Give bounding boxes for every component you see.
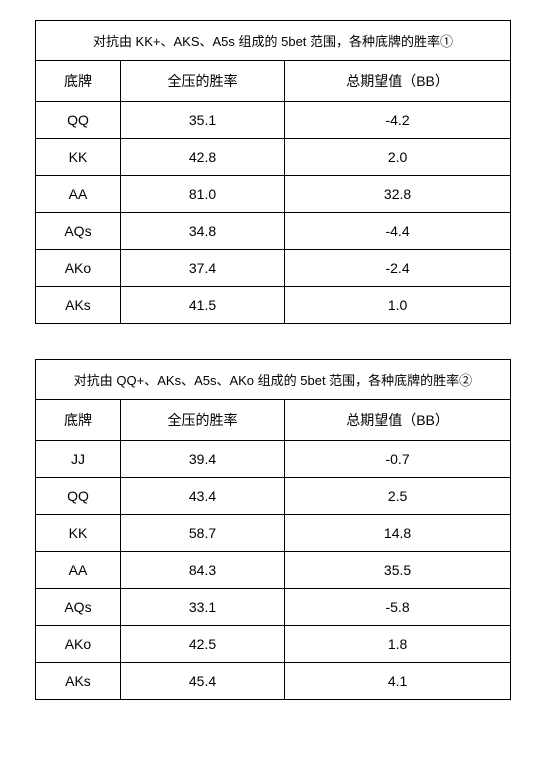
table-1-cell: 37.4 — [120, 250, 284, 287]
table-2-cell: JJ — [36, 441, 121, 478]
table-1-cell: 42.8 — [120, 139, 284, 176]
table-2-cell: KK — [36, 515, 121, 552]
table-2-cell: 14.8 — [285, 515, 511, 552]
table-1-cell: 32.8 — [285, 176, 511, 213]
table-2-cell: AA — [36, 552, 121, 589]
table-2-cell: -0.7 — [285, 441, 511, 478]
table-1-cell: 34.8 — [120, 213, 284, 250]
table-1-cell: AA — [36, 176, 121, 213]
table-row: KK 42.8 2.0 — [36, 139, 511, 176]
table-2-cell: 39.4 — [120, 441, 284, 478]
table-2-cell: -5.8 — [285, 589, 511, 626]
table-row: AQs 34.8 -4.4 — [36, 213, 511, 250]
table-2-cell: 58.7 — [120, 515, 284, 552]
table-1-header-col-1: 全压的胜率 — [120, 61, 284, 102]
table-1-cell: KK — [36, 139, 121, 176]
table-1-cell: AKs — [36, 287, 121, 324]
table-1-cell: AQs — [36, 213, 121, 250]
table-row: AA 81.0 32.8 — [36, 176, 511, 213]
table-2: 对抗由 QQ+、AKs、A5s、AKo 组成的 5bet 范围，各种底牌的胜率②… — [35, 359, 511, 700]
table-1-caption: 对抗由 KK+、AKS、A5s 组成的 5bet 范围，各种底牌的胜率① — [36, 21, 511, 61]
table-2-header-col-2: 总期望值（BB） — [285, 400, 511, 441]
table-1-caption-row: 对抗由 KK+、AKS、A5s 组成的 5bet 范围，各种底牌的胜率① — [36, 21, 511, 61]
table-1-header-row: 底牌 全压的胜率 总期望值（BB） — [36, 61, 511, 102]
table-1-cell: AKo — [36, 250, 121, 287]
table-2-cell: 84.3 — [120, 552, 284, 589]
table-1-cell: -4.4 — [285, 213, 511, 250]
table-2-cell: 4.1 — [285, 663, 511, 700]
table-row: QQ 43.4 2.5 — [36, 478, 511, 515]
table-2-header-col-1: 全压的胜率 — [120, 400, 284, 441]
table-1-header-col-0: 底牌 — [36, 61, 121, 102]
table-2-cell: 45.4 — [120, 663, 284, 700]
table-row: QQ 35.1 -4.2 — [36, 102, 511, 139]
table-2-cell: 42.5 — [120, 626, 284, 663]
table-2-cell: QQ — [36, 478, 121, 515]
table-2-cell: AQs — [36, 589, 121, 626]
table-2-cell: 2.5 — [285, 478, 511, 515]
table-2-cell: 1.8 — [285, 626, 511, 663]
table-1-cell: QQ — [36, 102, 121, 139]
table-row: AA 84.3 35.5 — [36, 552, 511, 589]
table-row: JJ 39.4 -0.7 — [36, 441, 511, 478]
table-1-cell: 2.0 — [285, 139, 511, 176]
table-1-cell: 41.5 — [120, 287, 284, 324]
table-2-header-col-0: 底牌 — [36, 400, 121, 441]
table-1-cell: 35.1 — [120, 102, 284, 139]
table-1-header-col-2: 总期望值（BB） — [285, 61, 511, 102]
table-row: AKo 42.5 1.8 — [36, 626, 511, 663]
table-row: AKs 45.4 4.1 — [36, 663, 511, 700]
table-2-cell: 35.5 — [285, 552, 511, 589]
table-row: AKs 41.5 1.0 — [36, 287, 511, 324]
table-1: 对抗由 KK+、AKS、A5s 组成的 5bet 范围，各种底牌的胜率① 底牌 … — [35, 20, 511, 324]
table-2-cell: 33.1 — [120, 589, 284, 626]
table-2-header-row: 底牌 全压的胜率 总期望值（BB） — [36, 400, 511, 441]
table-1-cell: 1.0 — [285, 287, 511, 324]
table-1-cell: -2.4 — [285, 250, 511, 287]
table-2-cell: AKs — [36, 663, 121, 700]
table-2-cell: 43.4 — [120, 478, 284, 515]
table-row: AQs 33.1 -5.8 — [36, 589, 511, 626]
table-2-caption-row: 对抗由 QQ+、AKs、A5s、AKo 组成的 5bet 范围，各种底牌的胜率② — [36, 360, 511, 400]
table-row: AKo 37.4 -2.4 — [36, 250, 511, 287]
table-2-caption: 对抗由 QQ+、AKs、A5s、AKo 组成的 5bet 范围，各种底牌的胜率② — [36, 360, 511, 400]
table-2-cell: AKo — [36, 626, 121, 663]
table-1-cell: 81.0 — [120, 176, 284, 213]
table-1-cell: -4.2 — [285, 102, 511, 139]
table-row: KK 58.7 14.8 — [36, 515, 511, 552]
